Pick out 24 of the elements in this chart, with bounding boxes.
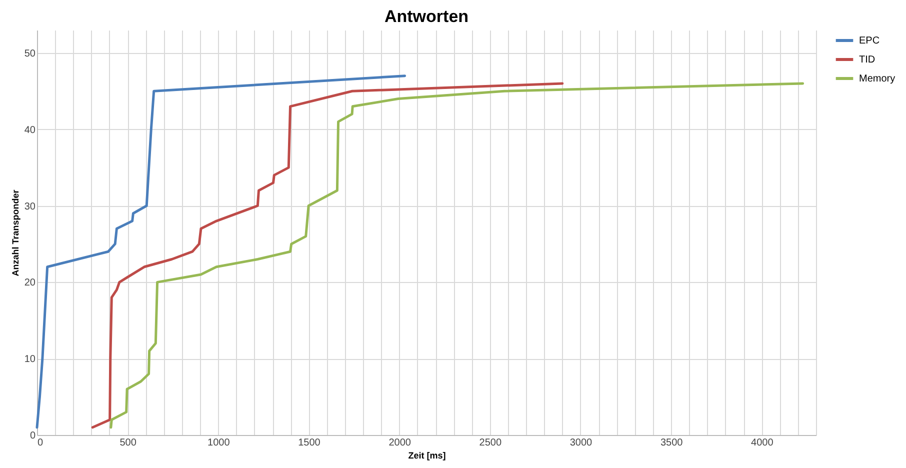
x-tick-label: 4000 <box>751 438 774 448</box>
y-axis-title: Anzahl Transponder <box>10 189 20 276</box>
x-tick-label: 3000 <box>570 438 593 448</box>
x-tick-label: 1500 <box>298 438 321 448</box>
y-tick-label: 30 <box>24 201 36 212</box>
line-series <box>91 82 564 429</box>
x-tick-label: 2000 <box>388 438 412 448</box>
x-tick-label: 3500 <box>660 438 684 448</box>
y-tick-label: 10 <box>24 354 36 366</box>
line-series <box>36 74 406 429</box>
y-tick-label: 0 <box>30 430 36 442</box>
y-tick-label: 50 <box>24 48 36 60</box>
y-tick-label: 40 <box>24 124 36 136</box>
x-tick-label: 2500 <box>479 438 502 448</box>
line-series <box>110 82 804 429</box>
x-axis-title: Zeit [ms] <box>408 450 446 460</box>
legend-label: TID <box>859 54 876 66</box>
x-tick-label: 1000 <box>208 438 230 448</box>
y-tick-label: 20 <box>24 278 36 289</box>
legend-label: Memory <box>859 74 896 84</box>
x-tick-label: 500 <box>120 438 137 448</box>
x-tick-label: 0 <box>38 438 44 448</box>
chart-title: Antworten <box>384 7 469 26</box>
legend-label: EPC <box>859 36 880 46</box>
